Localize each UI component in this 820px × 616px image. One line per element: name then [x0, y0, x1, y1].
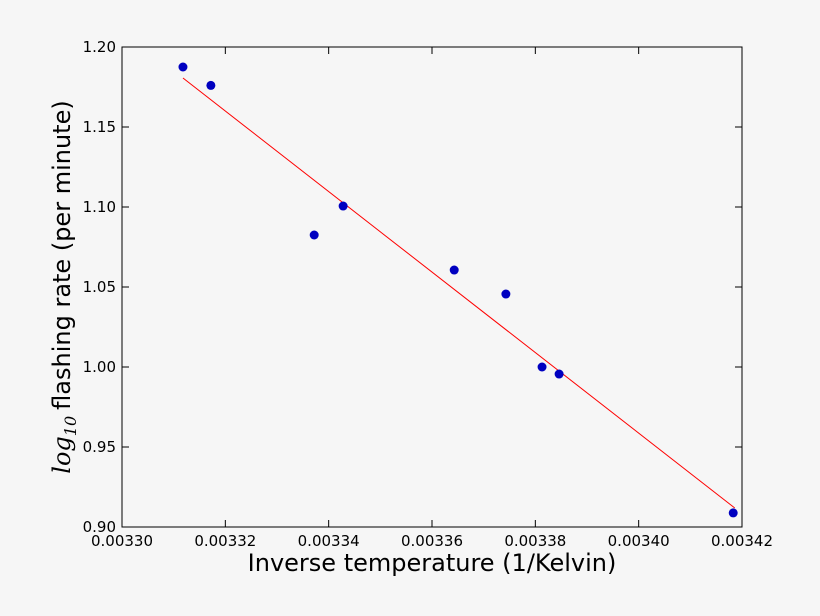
x-tick-label: 0.00332 — [194, 532, 256, 550]
fit-line — [182, 77, 736, 509]
x-tick-label: 0.00330 — [91, 532, 153, 550]
y-axis-label: log10 flashing rate (per minute) — [48, 100, 80, 473]
data-point — [338, 201, 348, 211]
y-tick-label: 1.05 — [83, 278, 116, 296]
data-point — [206, 80, 216, 90]
data-point — [537, 362, 547, 372]
y-tick-label: 1.15 — [83, 118, 116, 136]
y-tick-label: 0.90 — [83, 518, 116, 536]
y-tick-label: 1.00 — [83, 358, 116, 376]
x-tick-label: 0.00342 — [711, 532, 773, 550]
x-tick-label: 0.00338 — [504, 532, 566, 550]
x-axis-label: Inverse temperature (1/Kelvin) — [248, 549, 617, 577]
data-point — [309, 230, 319, 240]
y-tick-label: 0.95 — [83, 438, 116, 456]
x-tick-label: 0.00334 — [298, 532, 360, 550]
y-label-prefix: log — [48, 436, 76, 474]
data-point — [449, 265, 459, 275]
data-point — [728, 508, 738, 518]
y-tick-label: 1.20 — [83, 38, 116, 56]
y-label-text: flashing rate (per minute) — [48, 100, 76, 410]
data-point — [501, 289, 511, 299]
y-tick-label: 1.10 — [83, 198, 116, 216]
data-point — [554, 369, 564, 379]
data-point — [178, 62, 188, 72]
y-label-subscript: 10 — [61, 416, 80, 436]
plot-frame — [121, 46, 743, 528]
x-tick-label: 0.00340 — [608, 532, 670, 550]
x-tick-label: 0.00336 — [401, 532, 463, 550]
